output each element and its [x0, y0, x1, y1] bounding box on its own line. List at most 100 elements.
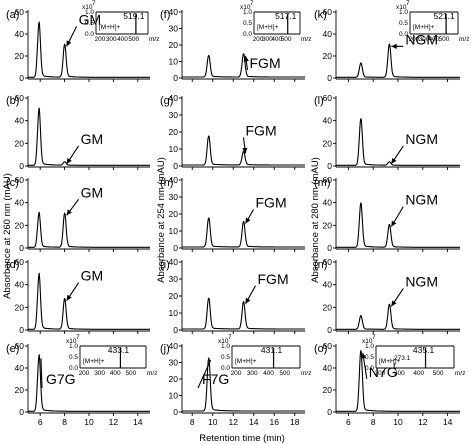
inset-scale-exponent: 7: [92, 0, 96, 7]
peak-point: [360, 62, 362, 64]
annotation-arrowhead: [245, 217, 251, 224]
annotation-label: FGM: [250, 55, 281, 71]
y-tick-label: 0: [19, 73, 24, 83]
panel-label: (e): [6, 343, 19, 355]
peak-point: [208, 54, 210, 57]
x-tick-label: 12: [418, 417, 428, 427]
peak-point: [208, 217, 210, 219]
inset-y-tick-label: 0.0: [365, 365, 374, 372]
panel-label: (a): [6, 9, 19, 21]
y-tick-label: 10: [169, 226, 179, 236]
inset-y-tick-label: 0.5: [221, 354, 230, 361]
y-tick-label: 60: [323, 175, 333, 185]
panel-l: 0 20 40 60(l) NGM: [314, 93, 461, 171]
inset-x-tick-label: 500: [439, 36, 450, 43]
y-tick-label: 20: [323, 138, 333, 148]
y-tick-label: 40: [323, 280, 333, 290]
inset-peak-label: 435.1: [413, 345, 435, 355]
y-tick-label: 20: [169, 127, 179, 137]
y-tick-label: 20: [169, 40, 179, 50]
y-tick-label: 0: [19, 325, 24, 335]
chromatogram-trace: [181, 357, 306, 412]
chromatogram-trace: [27, 211, 151, 248]
x-tick-label: 12: [109, 417, 119, 427]
inset-y-tick-label: 0.5: [69, 354, 78, 361]
annotation-arrow: [197, 359, 212, 389]
x-tick-label: 10: [84, 417, 94, 427]
inset-ion-label: [M+H]+: [235, 358, 257, 365]
inset-y-tick-label: 0.0: [243, 31, 252, 38]
x-tick-label: 16: [270, 417, 280, 427]
y-tick-label: 0: [327, 161, 332, 171]
peak-point: [242, 220, 245, 223]
panel-label: (f): [160, 9, 170, 21]
peak-point: [360, 118, 362, 120]
panel-h: 0 10 20 30 40(h) FGM: [160, 175, 306, 253]
y-tick-label: 60: [15, 175, 25, 185]
inset-y-tick-label: 0.0: [221, 365, 230, 372]
y-tick-label: 40: [323, 363, 333, 373]
panel-g: 0 10 20 30 40(g) FGM: [160, 93, 306, 171]
x-tick-label: 14: [133, 417, 143, 427]
inset-x-tick-label: 200: [79, 370, 90, 377]
x-axis-label: Retention time (min): [199, 433, 285, 444]
y-tick-label: 10: [169, 144, 179, 154]
y-tick-label: 0: [327, 407, 332, 417]
peak-point: [38, 355, 40, 357]
inset-x-tick-label: 300: [94, 370, 105, 377]
annotation-label: GM: [81, 131, 104, 147]
chromatogram-trace: [335, 202, 461, 248]
y-tick-label: 0: [173, 243, 178, 253]
peak-point: [388, 224, 390, 226]
y-tick-label: 10: [169, 391, 179, 401]
inset-x-unit: m/z: [301, 370, 311, 377]
inset-ion-label: [M+H]+: [99, 24, 121, 31]
inset-y-tick-label: 1.0: [243, 9, 252, 16]
y-tick-label: 60: [15, 7, 25, 17]
annotation-arrowhead: [243, 55, 249, 62]
annotation-label: NGM: [405, 31, 438, 47]
panel-label: (g): [160, 95, 173, 107]
y-tick-label: 40: [169, 257, 179, 267]
y-tick-label: 0: [19, 161, 24, 171]
inset-x-unit: m/z: [147, 370, 157, 377]
annotation-label: NGM: [405, 192, 438, 208]
peak-point: [360, 350, 362, 352]
x-tick-label: 8: [190, 417, 195, 427]
inset-x-tick-label: 500: [279, 370, 290, 377]
x-tick-label: 10: [208, 417, 218, 427]
inset-x-tick-label: 400: [110, 370, 121, 377]
y-tick-label: 0: [327, 73, 332, 83]
y-tick-label: 20: [169, 291, 179, 301]
panel-label: (j): [160, 343, 170, 355]
inset-y-tick-label: 1.0: [365, 343, 374, 350]
inset-peak-label: 433.1: [108, 345, 130, 355]
y-tick-label: 20: [15, 51, 25, 61]
y-tick-label: 40: [169, 93, 179, 103]
panel-label: (k): [314, 9, 327, 21]
annotation-arrowhead: [361, 352, 367, 359]
panel-label: (d): [6, 259, 19, 271]
annotation-arrowhead: [391, 300, 397, 307]
inset-peak-label: 431.1: [261, 345, 283, 355]
inset-peak-label: 521.1: [433, 11, 455, 21]
y-tick-label: 60: [15, 341, 25, 351]
inset-y-tick-label: 0.5: [85, 20, 94, 27]
panel-d: 0 20 40 60(d) GM: [6, 257, 151, 335]
chromatogram-trace: [335, 350, 461, 412]
y-tick-label: 30: [169, 110, 179, 120]
chromatogram-trace: [27, 107, 151, 166]
inset-ion-label: [M+H]+: [83, 358, 105, 365]
inset-minor-label: 273.1: [394, 355, 411, 362]
annotation-label: GM: [81, 268, 104, 284]
inset-x-tick-label: 300: [394, 370, 405, 377]
inset-y-tick-label: 0.5: [365, 354, 374, 361]
annotation-arrowhead: [66, 209, 72, 216]
annotation-label: GM: [79, 11, 102, 27]
